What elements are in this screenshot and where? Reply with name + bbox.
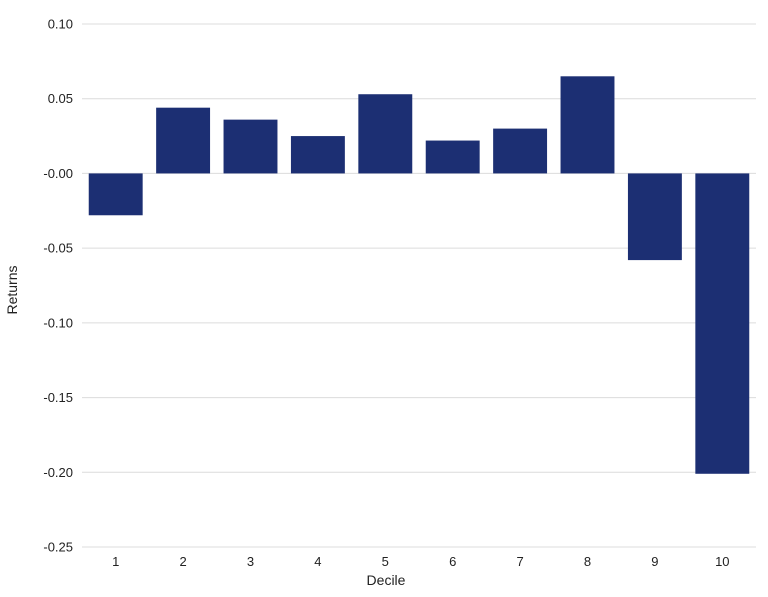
y-tick-label: -0.05 [43, 241, 73, 256]
y-tick-label: -0.10 [43, 315, 73, 330]
bar-decile-7 [493, 128, 548, 174]
x-tick-label: 10 [715, 554, 729, 569]
bar-decile-10 [695, 173, 750, 474]
x-tick-label: 8 [584, 554, 591, 569]
x-tick-label: 7 [516, 554, 523, 569]
x-tick-label: 9 [651, 554, 658, 569]
x-tick-label: 3 [247, 554, 254, 569]
x-tick-label: 4 [314, 554, 321, 569]
bar-decile-1 [88, 173, 143, 216]
y-tick-label: -0.25 [43, 540, 73, 555]
bars [88, 76, 750, 474]
x-tick-label: 6 [449, 554, 456, 569]
y-tick-label: -0.00 [43, 166, 73, 181]
x-axis-label: Decile [367, 572, 406, 588]
y-tick-label: -0.20 [43, 465, 73, 480]
x-tick-label: 5 [382, 554, 389, 569]
bar-decile-5 [358, 94, 413, 174]
y-tick-label: 0.05 [48, 91, 73, 106]
y-tick-labels: 0.10 0.05 -0.00 -0.05 -0.10 -0.15 -0.20 -0.25 [43, 17, 73, 555]
x-tick-label: 2 [179, 554, 186, 569]
bar-decile-2 [156, 107, 211, 174]
bar-decile-3 [223, 119, 278, 174]
bar-decile-4 [290, 136, 345, 174]
bar-decile-8 [560, 76, 615, 174]
y-tick-label: 0.10 [48, 17, 73, 32]
x-tick-labels: 1 2 3 4 5 6 7 8 9 10 [112, 554, 729, 569]
bar-decile-9 [627, 173, 682, 261]
x-tick-label: 1 [112, 554, 119, 569]
y-axis-label: Returns [4, 265, 20, 314]
y-tick-label: -0.15 [43, 390, 73, 405]
bar-decile-6 [425, 140, 480, 174]
gridlines [82, 23, 756, 548]
